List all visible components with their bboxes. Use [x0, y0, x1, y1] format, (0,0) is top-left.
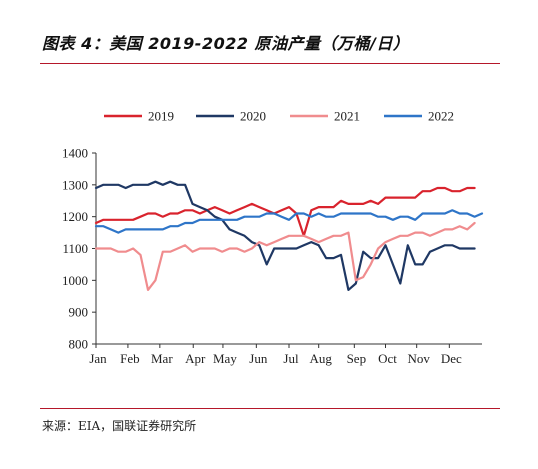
x-tick-label: Mar: [151, 351, 173, 366]
x-tick-label: Apr: [185, 351, 206, 366]
y-tick-label: 800: [69, 337, 89, 352]
series-line-2022: [94, 209, 484, 234]
series-line-2020: [94, 180, 476, 291]
series-line-2019: [94, 186, 476, 237]
legend-label-2019: 2019: [148, 109, 174, 124]
y-tick-label: 1400: [62, 146, 88, 161]
x-tick-label: Sep: [347, 351, 367, 366]
x-tick-label: Feb: [120, 351, 140, 366]
x-tick-label: Jun: [249, 351, 268, 366]
x-tick-label: May: [213, 351, 237, 366]
y-tick-label: 1100: [62, 241, 88, 256]
legend-label-2021: 2021: [334, 109, 360, 124]
legend-label-2022: 2022: [428, 109, 454, 124]
x-tick-label: Oct: [378, 351, 397, 366]
chart-title: 图表 4：美国 2019-2022 原油产量（万桶/日）: [42, 34, 410, 53]
title-divider: [40, 63, 500, 64]
x-tick-label: Dec: [441, 351, 462, 366]
x-tick-label: Nov: [407, 351, 430, 366]
x-tick-label: Jan: [89, 351, 107, 366]
series-line-2021: [94, 221, 476, 291]
y-tick-label: 1300: [62, 177, 88, 192]
y-tick-label: 1200: [62, 209, 88, 224]
legend-label-2020: 2020: [240, 109, 266, 124]
y-tick-label: 900: [69, 305, 89, 320]
source-note: 来源：EIA，国联证券研究所: [42, 419, 197, 433]
x-tick-label: Aug: [309, 351, 332, 366]
footer-divider: [40, 408, 500, 409]
x-tick-label: Jul: [283, 351, 299, 366]
y-tick-label: 1000: [62, 273, 88, 288]
